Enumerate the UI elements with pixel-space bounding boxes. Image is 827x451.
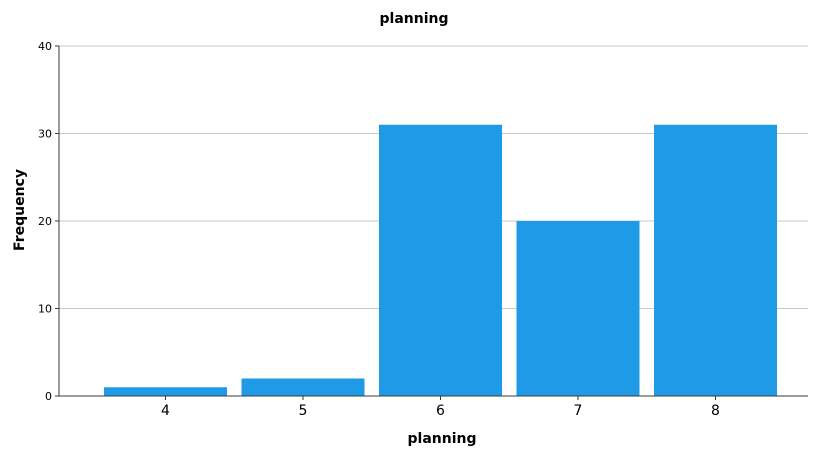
y-tick-label: 30 bbox=[38, 128, 52, 141]
y-axis-ticks: 0 10 20 30 40 bbox=[38, 40, 59, 403]
chart-title: planning bbox=[380, 11, 449, 27]
x-axis-label: planning bbox=[408, 431, 477, 447]
bar-8 bbox=[654, 124, 777, 396]
bar-6 bbox=[379, 124, 502, 396]
bar-7 bbox=[516, 221, 640, 396]
y-tick-label: 0 bbox=[45, 390, 52, 403]
bars bbox=[104, 124, 777, 396]
bar-5 bbox=[241, 378, 365, 396]
y-tick-label: 20 bbox=[38, 215, 52, 228]
y-axis-label: Frequency bbox=[12, 169, 28, 251]
x-tick-label: 8 bbox=[711, 403, 720, 419]
x-tick-label: 5 bbox=[299, 403, 308, 419]
x-tick-label: 4 bbox=[161, 403, 170, 419]
y-tick-label: 10 bbox=[38, 303, 52, 316]
bar-4 bbox=[104, 387, 227, 396]
x-tick-label: 6 bbox=[436, 403, 445, 419]
y-tick-label: 40 bbox=[38, 40, 52, 53]
x-axis-ticks: 4 5 6 7 8 bbox=[161, 396, 720, 419]
x-tick-label: 7 bbox=[574, 403, 583, 419]
